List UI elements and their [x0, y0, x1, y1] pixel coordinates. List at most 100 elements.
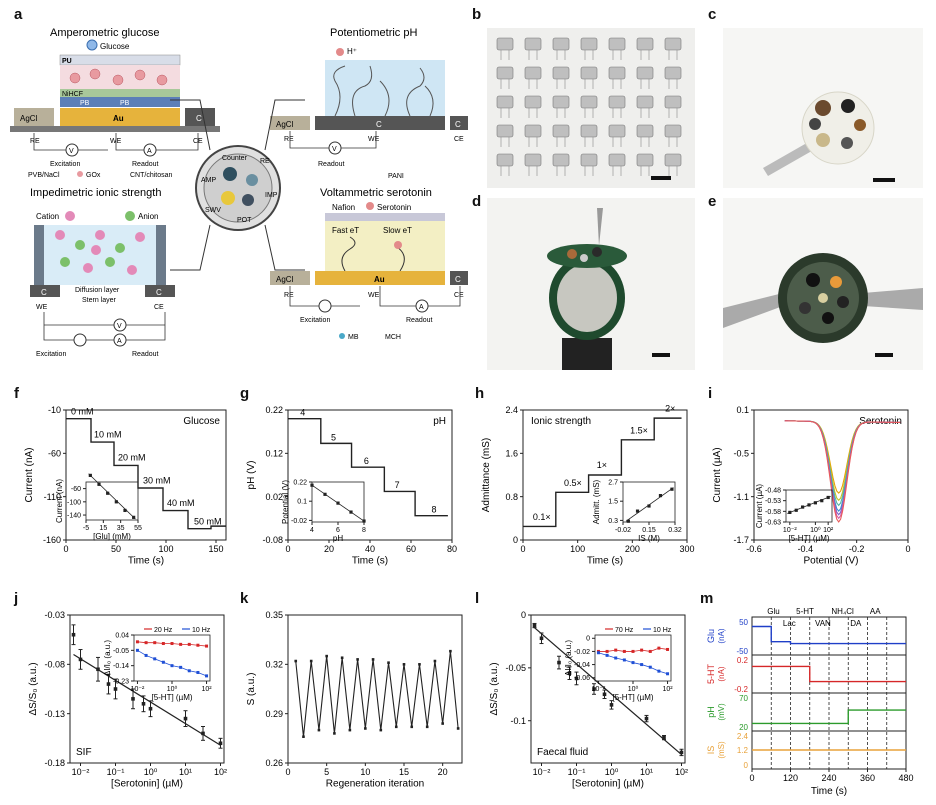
x-axis-label: [Serotonin] (µM) — [572, 779, 644, 790]
data-point — [131, 697, 135, 701]
schematic-panel: Amperometric glucose Glucose PU NiHCF PB… — [10, 27, 468, 358]
x-tick-label: 50 — [111, 544, 121, 554]
y-axis-label: pH (V) — [246, 461, 257, 490]
inset-series-point — [153, 657, 157, 661]
track-label: IS — [706, 746, 716, 755]
inset-series-point — [622, 658, 626, 662]
chart-title: pH — [433, 416, 446, 427]
ionic-ac-source-icon — [73, 333, 87, 347]
chart-serotonin-voltammetry: -0.6 -0.4 -0.2 0 0.1 -0.5 -1.1 -1.7 Potential (V… — [712, 405, 911, 567]
x-tick-label: 150 — [208, 544, 223, 554]
sensor-chip — [552, 124, 570, 138]
aptamer-region — [325, 221, 445, 271]
sensor-chip — [636, 95, 654, 109]
chart-ionic-strength-response: 0 100 200 300 0 0.8 1.6 2.4 Time (s) Admittance (… — [481, 404, 695, 567]
y-tick-label: -0.05 — [113, 648, 129, 655]
step-label: 50 mM — [194, 516, 222, 526]
x-tick-label: 480 — [898, 773, 913, 783]
panel-label-l: l — [475, 590, 480, 607]
x-tick-label: -0.4 — [798, 544, 814, 554]
ionic-v-label: V — [117, 323, 122, 330]
track-ytick: 0 — [744, 761, 749, 770]
sensor-chip — [524, 95, 542, 109]
y-tick-label: -0.06 — [574, 675, 590, 682]
plot-frame — [287, 409, 453, 541]
pb-label-1: PB — [80, 100, 90, 107]
inset-data-point — [349, 510, 353, 514]
inset-series-point — [605, 653, 609, 657]
x-tick-label: 0 — [285, 544, 290, 554]
sensor-chip — [524, 124, 542, 138]
y-tick-label: -1.7 — [733, 535, 749, 545]
inset-series-point — [179, 642, 183, 646]
x-tick-label: 10¹ — [640, 767, 653, 777]
track-ytick: 50 — [739, 618, 748, 627]
hub-counter-label: Counter — [222, 155, 248, 162]
inset-series-line — [137, 649, 207, 677]
ionic-voltmeter-icon — [113, 318, 127, 332]
regeneration-point — [387, 661, 390, 664]
sensor-chip — [552, 95, 570, 109]
y-tick-label: -0.13 — [44, 709, 65, 719]
inset-data-point — [670, 487, 674, 491]
scale-bar-c — [873, 178, 895, 182]
plot-frame — [530, 614, 686, 764]
panel-label-d: d — [472, 193, 482, 210]
data-point — [113, 687, 118, 691]
regeneration-point — [364, 727, 367, 730]
regeneration-point — [441, 722, 444, 725]
y-axis-label: Current (nA) — [24, 447, 35, 502]
x-axis-label: Time (s) — [811, 786, 847, 797]
y-tick-label: 2.7 — [608, 479, 618, 486]
sensor-chip — [636, 124, 654, 138]
track-ytick-mid: 1.2 — [737, 746, 749, 755]
regeneration-point — [333, 732, 336, 735]
y-tick-label: -0.23 — [113, 678, 129, 685]
y-tick-label: 0.04 — [115, 632, 129, 639]
v-label: V — [69, 148, 74, 155]
pu-label: PU — [62, 58, 72, 65]
inset-series-point — [614, 656, 618, 660]
inset-data-point — [106, 491, 110, 495]
x-tick-label: 10⁻¹ — [568, 767, 586, 777]
x-tick-label: 8 — [362, 527, 366, 534]
y-axis-label: Potential (V) — [281, 480, 290, 524]
y-tick-label: -1.1 — [733, 492, 749, 502]
fit-line — [73, 653, 221, 746]
x-tick-label: 10⁰ — [810, 526, 821, 534]
inset-series-point — [170, 664, 174, 668]
mch-label: MCH — [385, 334, 401, 341]
y-tick-label: 0.22 — [293, 479, 307, 486]
inset-series-point — [614, 648, 618, 652]
y-tick-label: 0.8 — [505, 492, 518, 502]
c-label: C — [196, 114, 202, 123]
sensor-chip — [608, 153, 626, 167]
step-label: 1.5× — [630, 425, 648, 435]
x-tick-label: 20 — [324, 544, 334, 554]
data-point — [71, 632, 76, 637]
sensor-chip — [496, 37, 514, 51]
x-tick-label: -0.6 — [746, 544, 762, 554]
sensor-chip — [636, 66, 654, 80]
inset-series-point — [631, 649, 635, 653]
regeneration-point — [394, 725, 398, 729]
inset-legend-label: 10 Hz — [653, 627, 672, 634]
x-tick-label: 100 — [570, 544, 585, 554]
x-tick-label: -0.2 — [849, 544, 865, 554]
inset-series-point — [153, 641, 157, 645]
sensor-chip — [496, 95, 514, 109]
scale-bar-e — [875, 353, 893, 357]
x-tick-label: 10⁻² — [533, 767, 551, 777]
y-tick-label: -0.14 — [113, 663, 129, 670]
sensor-chip — [524, 37, 542, 51]
data-point — [662, 735, 666, 740]
x-tick-label: 100 — [158, 544, 173, 554]
ionic-ammeter-icon — [113, 333, 127, 347]
y-tick-label: 0.02 — [265, 492, 283, 502]
ser-a-label: A — [419, 304, 424, 311]
y-tick-label: 0.12 — [265, 448, 283, 458]
cation-label: Cation — [36, 212, 59, 221]
data-point — [218, 741, 223, 746]
y-tick-label: -0.1 — [510, 716, 526, 726]
step-trace — [288, 417, 448, 517]
